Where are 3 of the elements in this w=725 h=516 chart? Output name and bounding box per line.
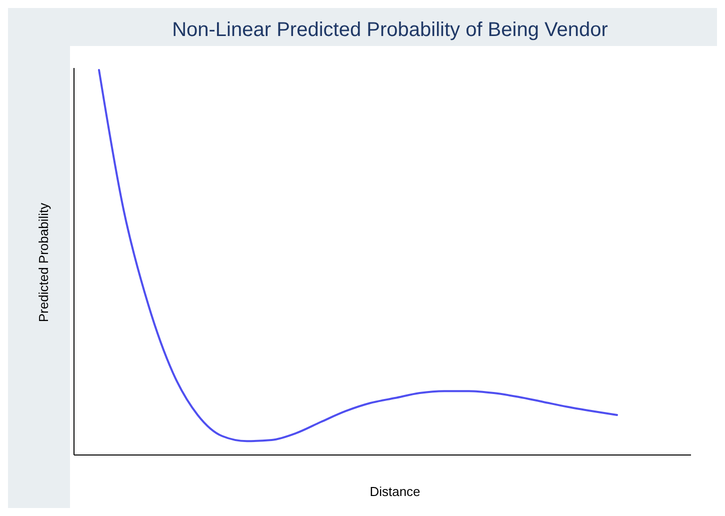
chart-title: Non-Linear Predicted Probability of Being Vendor — [172, 19, 608, 41]
y-axis-title: Predicted Probability — [36, 202, 51, 322]
x-axis-title: Distance — [370, 484, 420, 499]
